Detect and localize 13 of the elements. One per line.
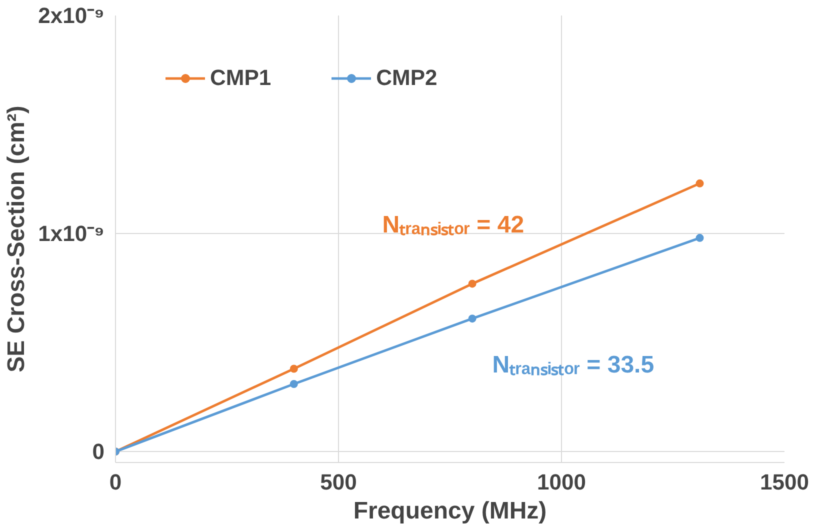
x-tick-label: 0 <box>109 470 122 494</box>
y-tick-label: 0 <box>92 439 105 464</box>
legend-label: CMP2 <box>376 65 438 91</box>
x-axis-title: Frequency (MHz) <box>353 498 547 524</box>
y-tick-label: 1x10⁻⁹ <box>38 221 105 246</box>
x-tick-label: 1500 <box>760 470 809 494</box>
y-axis-title: SE Cross-Section (cm²) <box>3 106 30 372</box>
legend-label: CMP1 <box>210 65 272 91</box>
annotation: Nₜᵣₐₙₛᵢₛₜₒᵣ = 42 <box>382 212 524 239</box>
x-tick-label: 500 <box>320 470 357 494</box>
annotation: Nₜᵣₐₙₛᵢₛₜₒᵣ = 33.5 <box>492 352 654 379</box>
x-tick-label: 1000 <box>537 470 586 494</box>
y-tick-label: 2x10⁻⁹ <box>38 3 105 28</box>
